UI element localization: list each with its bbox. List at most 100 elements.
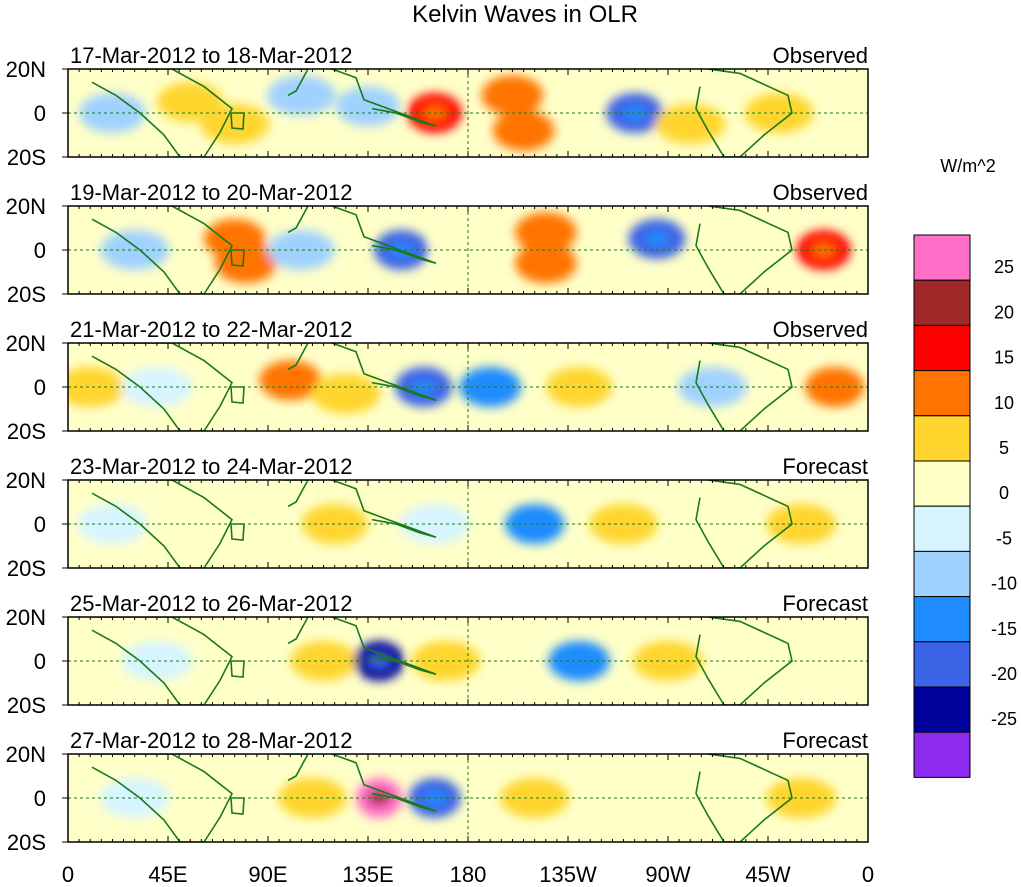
y-tick-label: 0 [34, 101, 46, 126]
coastlines [91, 206, 793, 294]
x-tick-label: 0 [862, 862, 874, 887]
panel-date-range: 17-Mar-2012 to 18-Mar-2012 [70, 43, 352, 68]
y-tick-label: 20S [7, 145, 46, 170]
y-tick-label: 20S [7, 693, 46, 718]
coastlines [91, 617, 793, 705]
x-tick-label: 45E [148, 862, 187, 887]
olr-anomaly [805, 367, 865, 407]
colorbar: W/m^2 25 20 15 10 5 0 -5 -10 -15 -20 -25 [913, 156, 1017, 778]
x-tick-label: 0 [62, 862, 74, 887]
olr-anomaly [215, 243, 277, 284]
olr-anomaly [336, 86, 400, 127]
y-tick-label: 20S [7, 556, 46, 581]
coastlines [91, 69, 793, 157]
olr-anomaly [68, 367, 125, 407]
colorbar-label: 10 [994, 393, 1014, 413]
coastlines [91, 754, 793, 842]
y-tick-label: 20N [6, 742, 46, 767]
olr-anomaly [268, 230, 335, 270]
colorbar-swatch [913, 550, 971, 598]
olr-anomaly [655, 104, 726, 144]
olr-anomaly [411, 641, 481, 681]
colorbar-swatch [913, 279, 971, 326]
x-tick-label: 45W [745, 862, 790, 887]
map-panel-3: 20N 0 20S 21-Mar-2012 to 22-Mar-2012 Observe… [6, 317, 869, 444]
panel-type-label: Observed [773, 43, 868, 68]
panel-type-label: Observed [773, 317, 868, 342]
olr-anomaly [515, 243, 577, 284]
colorbar-swatch [913, 324, 971, 372]
y-tick-label: 0 [34, 786, 46, 811]
y-tick-label: 0 [34, 238, 46, 263]
panel-type-label: Forecast [782, 728, 868, 753]
y-tick-label: 20N [6, 194, 46, 219]
y-tick-label: 0 [34, 649, 46, 674]
colorbar-swatch [913, 505, 971, 552]
x-tick-label: 90E [248, 862, 287, 887]
olr-anomaly [505, 504, 565, 544]
olr-anomaly [157, 82, 224, 122]
colorbar-swatch [913, 460, 971, 507]
maldives-marker [230, 386, 245, 404]
olr-anomaly [744, 93, 814, 133]
y-tick-label: 0 [34, 375, 46, 400]
olr-anomaly [311, 373, 381, 414]
map-panel-1: 20N 0 20S 17-Mar-2012 to 18-Mar-2012 Observe… [6, 43, 869, 170]
coastlines [91, 480, 793, 568]
colorbar-label: 15 [994, 348, 1014, 368]
panel-type-label: Forecast [782, 454, 868, 479]
y-tick-label: 20N [6, 605, 46, 630]
y-tick-label: 20N [6, 468, 46, 493]
panel-date-range: 27-Mar-2012 to 28-Mar-2012 [70, 728, 352, 753]
colorbar-swatch [913, 641, 971, 688]
coastlines [91, 343, 793, 431]
colorbar-swatch [913, 596, 971, 643]
colorbar-label: -5 [996, 528, 1012, 548]
colorbar-label: -10 [991, 574, 1017, 594]
y-tick-label: 0 [34, 512, 46, 537]
panel-date-range: 21-Mar-2012 to 22-Mar-2012 [70, 317, 352, 342]
olr-anomaly [500, 778, 570, 818]
colorbar-label: -20 [991, 664, 1017, 684]
panel-date-range: 19-Mar-2012 to 20-Mar-2012 [70, 180, 352, 205]
colorbar-swatch [913, 415, 971, 462]
x-tick-label: 180 [450, 862, 487, 887]
olr-anomaly [515, 212, 577, 253]
colorbar-label: 25 [994, 257, 1014, 277]
colorbar-units-label: W/m^2 [940, 156, 995, 176]
olr-anomaly [200, 104, 270, 144]
x-axis: 0 45E 90E 135E 180 135W 90W 45W 0 [62, 862, 874, 887]
chart-title: Kelvin Waves in OLR [412, 1, 638, 28]
olr-anomaly [259, 360, 322, 401]
panel-date-range: 23-Mar-2012 to 24-Mar-2012 [70, 454, 352, 479]
x-tick-label: 90W [645, 862, 690, 887]
maldives-marker [230, 249, 245, 267]
colorbar-label: -15 [991, 619, 1017, 639]
olr-anomaly-core [644, 232, 669, 246]
colorbar-label: 20 [994, 302, 1014, 322]
colorbar-swatch [913, 234, 971, 281]
panels-layer: 20N 0 20S 17-Mar-2012 to 18-Mar-2012 Observe… [6, 43, 869, 855]
panel-date-range: 25-Mar-2012 to 26-Mar-2012 [70, 591, 352, 616]
colorbar-label: -25 [991, 709, 1017, 729]
olr-anomaly-core [811, 243, 836, 257]
y-tick-label: 20S [7, 282, 46, 307]
y-tick-label: 20S [7, 830, 46, 855]
colorbar-swatch [913, 686, 971, 733]
maldives-marker [230, 112, 245, 130]
olr-anomaly [290, 641, 357, 681]
colorbar-label: 5 [999, 438, 1009, 458]
olr-anomaly [266, 75, 336, 116]
map-panel-2: 20N 0 20S 19-Mar-2012 to 20-Mar-2012 Observe… [6, 180, 869, 307]
olr-anomaly [589, 504, 658, 544]
map-panel-6: 20N 0 20S 27-Mar-2012 to 28-Mar-2012 Forecas… [6, 728, 869, 855]
map-panel-4: 20N 0 20S 23-Mar-2012 to 24-Mar-2012 Forecas… [6, 454, 869, 581]
y-tick-label: 20N [6, 57, 46, 82]
olr-anomaly [492, 110, 555, 151]
maldives-marker [230, 523, 245, 541]
panel-type-label: Observed [773, 180, 868, 205]
maldives-marker [230, 660, 245, 678]
x-tick-label: 135E [342, 862, 393, 887]
olr-anomaly [121, 641, 192, 681]
